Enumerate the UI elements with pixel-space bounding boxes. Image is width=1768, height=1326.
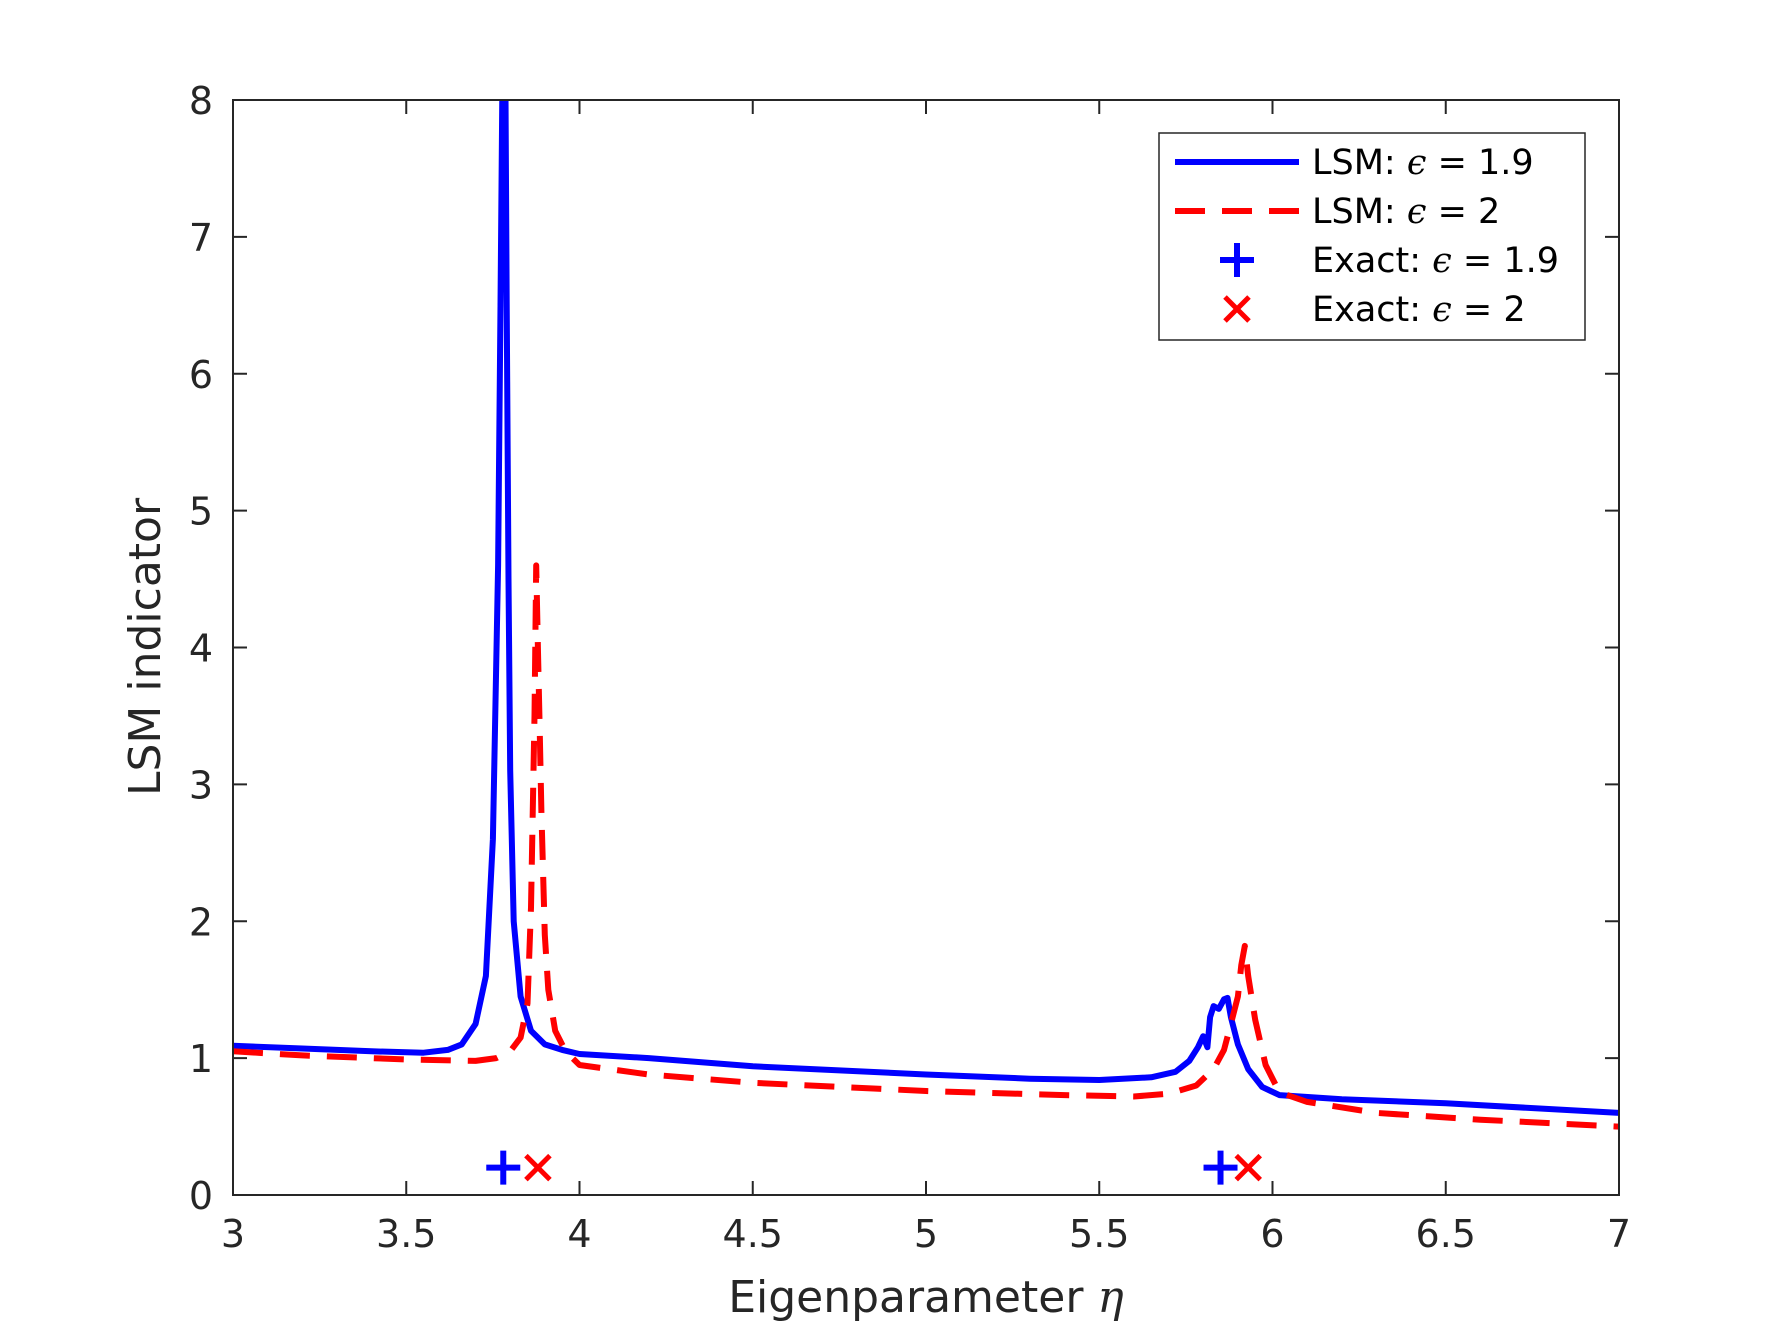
legend-swatch-x bbox=[1223, 295, 1251, 323]
legend-label-prefix: LSM: bbox=[1312, 143, 1407, 183]
y-tick-label: 3 bbox=[189, 763, 213, 807]
y-tick-label: 0 bbox=[189, 1174, 213, 1218]
x-tick-label: 7 bbox=[1607, 1212, 1631, 1256]
series-line-0 bbox=[233, 100, 1619, 1116]
legend-label-symbol: ϵ bbox=[1432, 241, 1452, 281]
x-tick-label: 6 bbox=[1260, 1212, 1284, 1256]
x-axis-label: Eigenparameter η bbox=[728, 1272, 1124, 1323]
y-tick-label: 6 bbox=[189, 353, 213, 397]
marker-layer bbox=[486, 1150, 1263, 1185]
x-axis-symbol: η bbox=[1097, 1272, 1123, 1323]
y-tick-label: 7 bbox=[189, 216, 213, 260]
legend-label-prefix: Exact: bbox=[1312, 241, 1432, 281]
x-tick-label: 6.5 bbox=[1416, 1212, 1476, 1256]
exact-plus-marker bbox=[486, 1150, 521, 1185]
legend-label: Exact: ϵ = 1.9 bbox=[1312, 241, 1559, 281]
legend-label-value: = 2 bbox=[1452, 290, 1526, 330]
legend-label: LSM: ϵ = 1.9 bbox=[1312, 143, 1534, 183]
y-tick-label: 2 bbox=[189, 900, 213, 944]
x-tick-label: 3.5 bbox=[376, 1212, 436, 1256]
exact-x-marker bbox=[1234, 1153, 1263, 1182]
x-tick-label: 5.5 bbox=[1069, 1212, 1129, 1256]
legend-label-value: = 2 bbox=[1426, 192, 1500, 232]
legend-label: Exact: ϵ = 2 bbox=[1312, 290, 1526, 330]
exact-x-marker bbox=[524, 1153, 552, 1182]
x-tick-label: 5 bbox=[914, 1212, 938, 1256]
x-tick-label: 3 bbox=[221, 1212, 245, 1256]
y-tick-label: 4 bbox=[189, 627, 213, 671]
legend-label-symbol: ϵ bbox=[1432, 290, 1452, 330]
legend-item[interactable]: LSM: ϵ = 2 bbox=[1175, 192, 1500, 232]
y-tick-label: 5 bbox=[189, 490, 213, 534]
legend-item[interactable]: LSM: ϵ = 1.9 bbox=[1175, 143, 1534, 183]
legend-label-symbol: ϵ bbox=[1407, 143, 1427, 183]
series-layer bbox=[233, 100, 1619, 1130]
legend-item[interactable]: Exact: ϵ = 1.9 bbox=[1220, 241, 1559, 281]
x-tick-label: 4 bbox=[567, 1212, 591, 1256]
legend-item[interactable]: Exact: ϵ = 2 bbox=[1223, 290, 1526, 330]
y-tick-label: 1 bbox=[189, 1037, 213, 1081]
exact-plus-marker bbox=[1203, 1150, 1238, 1185]
legend-label-symbol: ϵ bbox=[1407, 192, 1427, 232]
legend-label-value: = 1.9 bbox=[1452, 241, 1559, 281]
y-axis-label: LSM indicator bbox=[120, 497, 171, 796]
tick-layer: 3 3.5 4 4.5 5 5.5 6 6.5 7 0 1 2 3 4 5 6 7 8 bbox=[189, 79, 1631, 1256]
legend-swatch-plus bbox=[1220, 243, 1254, 277]
y-tick-label: 8 bbox=[189, 79, 213, 123]
legend-label-prefix: LSM: bbox=[1312, 192, 1407, 232]
legend-label: LSM: ϵ = 2 bbox=[1312, 192, 1500, 232]
legend-label-prefix: Exact: bbox=[1312, 290, 1432, 330]
x-tick-label: 4.5 bbox=[723, 1212, 783, 1256]
x-axis-label-text: Eigenparameter bbox=[728, 1272, 1084, 1323]
legend-label-value: = 1.9 bbox=[1426, 143, 1533, 183]
